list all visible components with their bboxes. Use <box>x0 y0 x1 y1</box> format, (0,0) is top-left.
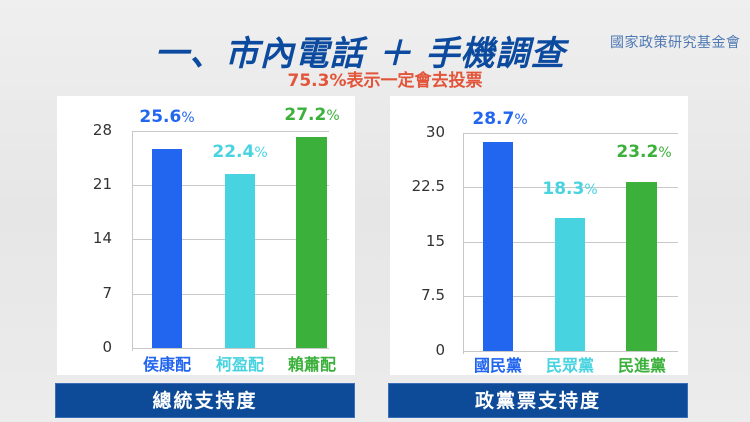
category-label: 民進黨 <box>617 356 666 375</box>
gridline <box>463 351 678 352</box>
category-label: 國民黨 <box>473 356 522 375</box>
organization-label: 國家政策研究基金會 <box>610 35 741 51</box>
bar-tpp <box>555 218 585 351</box>
y-axis <box>132 131 133 351</box>
value-label: 22.4% <box>212 142 268 162</box>
value-label: 28.7% <box>472 109 528 129</box>
y-tick: 30 <box>425 123 445 141</box>
chart-title-banner: 總統支持度 <box>55 383 355 418</box>
gridline <box>132 348 329 349</box>
value-label: 27.2% <box>284 105 340 125</box>
y-axis <box>463 133 464 354</box>
gridline <box>463 187 678 188</box>
category-label: 民眾黨 <box>545 356 594 375</box>
bar-kmt <box>483 142 513 351</box>
bar-lai-hsiao <box>296 137 327 348</box>
plot-area: 28 21 14 7 0 25.6% 22.4% 27.2% 侯康配 柯盈配 賴… <box>93 105 340 374</box>
bar-hou-kang <box>152 149 182 348</box>
chart-title-banner: 政黨票支持度 <box>388 383 688 418</box>
presidential-support-chart: 28 21 14 7 0 25.6% 22.4% 27.2% 侯康配 柯盈配 賴… <box>57 96 355 375</box>
party-vote-support-chart: 30 22.5 15 7.5 0 28.7% 18.3% 23.2% 國民黨 民… <box>390 96 688 375</box>
y-tick: 22.5 <box>411 177 445 195</box>
y-tick: 7.5 <box>421 286 445 304</box>
bar-dpp <box>626 182 657 351</box>
y-tick: 0 <box>435 341 445 359</box>
y-tick: 21 <box>92 175 112 193</box>
category-label: 侯康配 <box>142 355 191 374</box>
value-label: 25.6% <box>139 107 195 127</box>
category-label: 賴蕭配 <box>287 355 336 374</box>
gridline <box>132 131 329 132</box>
value-label: 18.3% <box>542 179 598 199</box>
value-label: 23.2% <box>616 142 672 162</box>
y-tick: 7 <box>102 284 112 302</box>
y-tick: 0 <box>102 338 112 356</box>
y-tick: 15 <box>425 232 445 250</box>
gridline <box>463 133 678 134</box>
page-title: 一、市內電話 ＋ 手機調查 <box>154 34 566 74</box>
category-label: 柯盈配 <box>215 355 264 374</box>
y-tick: 28 <box>92 121 112 139</box>
subtitle: 75.3%表示一定會去投票 <box>287 71 483 91</box>
plot-area: 30 22.5 15 7.5 0 28.7% 18.3% 23.2% 國民黨 民… <box>412 109 678 375</box>
y-tick: 14 <box>92 229 112 247</box>
bar-ko-ying <box>225 174 255 348</box>
